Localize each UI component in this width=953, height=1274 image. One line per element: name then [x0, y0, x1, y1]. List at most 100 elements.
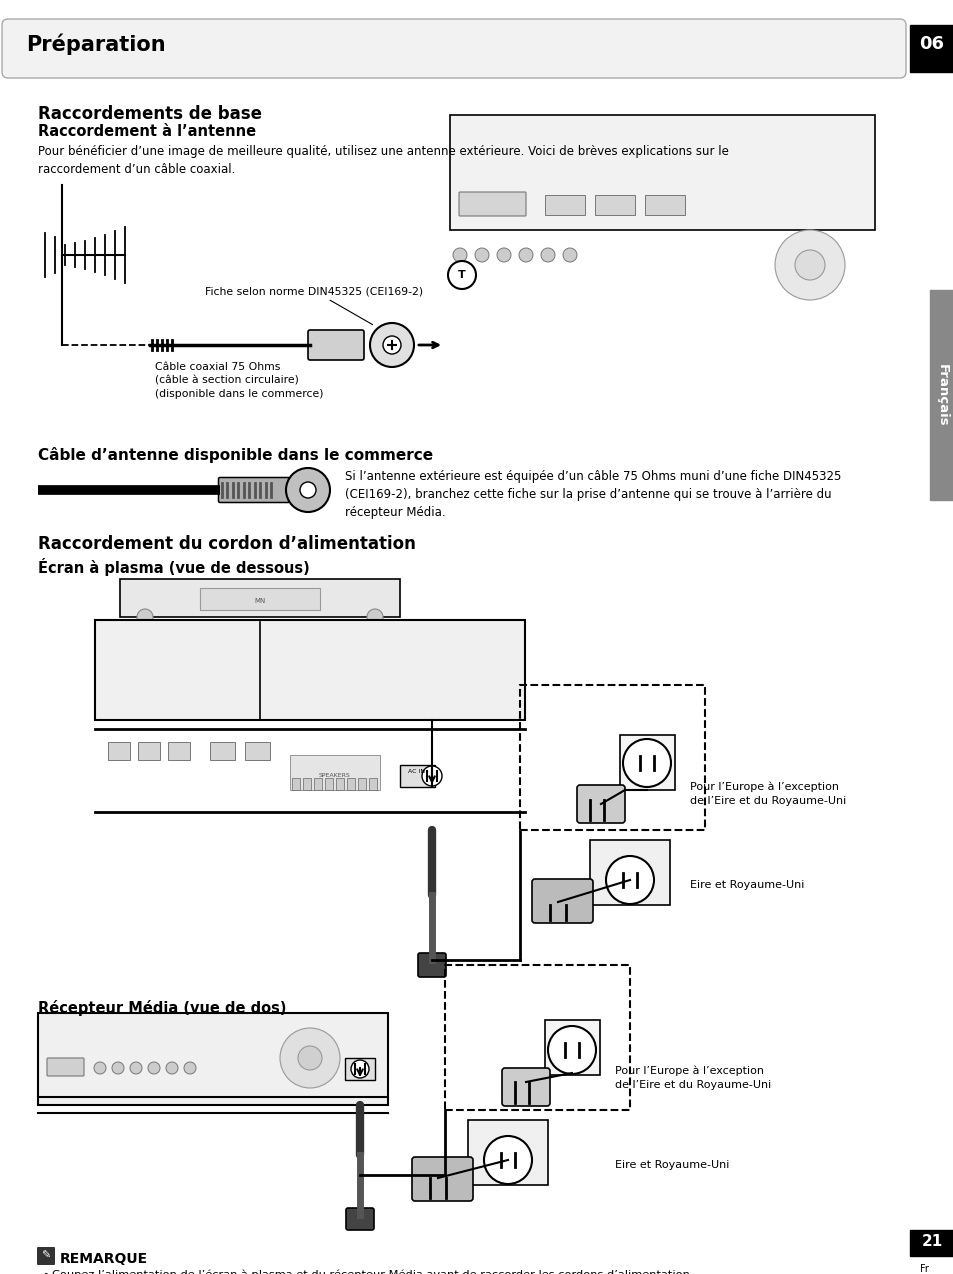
- Bar: [210, 741, 234, 761]
- Bar: [335, 778, 344, 790]
- Circle shape: [421, 766, 441, 786]
- Circle shape: [112, 1063, 124, 1074]
- FancyBboxPatch shape: [346, 1208, 374, 1229]
- Bar: [325, 778, 333, 790]
- Circle shape: [94, 1063, 106, 1074]
- FancyBboxPatch shape: [2, 19, 905, 78]
- Text: Coupez l’alimentation de l’écran à plasma et du récepteur Média avant de raccord: Coupez l’alimentation de l’écran à plasm…: [52, 1270, 693, 1274]
- FancyBboxPatch shape: [458, 192, 525, 217]
- Circle shape: [382, 336, 400, 354]
- Circle shape: [286, 468, 330, 512]
- Text: Préparation: Préparation: [26, 33, 166, 55]
- Bar: [347, 778, 355, 790]
- Bar: [138, 741, 160, 761]
- Bar: [369, 778, 376, 790]
- Text: •: •: [42, 1270, 49, 1274]
- Bar: [450, 115, 874, 231]
- Text: Récepteur Média (vue de dos): Récepteur Média (vue de dos): [38, 1000, 286, 1015]
- Bar: [909, 25, 953, 73]
- Bar: [468, 1120, 547, 1185]
- Text: Eire et Royaume-Uni: Eire et Royaume-Uni: [615, 1161, 729, 1170]
- Text: Écran à plasma (vue de dessous): Écran à plasma (vue de dessous): [38, 558, 310, 576]
- Bar: [929, 290, 953, 499]
- Bar: [200, 589, 319, 610]
- Circle shape: [540, 248, 555, 262]
- Circle shape: [280, 1028, 339, 1088]
- Text: MN: MN: [254, 598, 265, 604]
- FancyBboxPatch shape: [412, 1157, 473, 1201]
- Circle shape: [475, 248, 489, 262]
- Text: Français: Français: [935, 363, 947, 427]
- Circle shape: [184, 1063, 195, 1074]
- Circle shape: [166, 1063, 178, 1074]
- Bar: [245, 741, 270, 761]
- Circle shape: [547, 1026, 596, 1074]
- Circle shape: [148, 1063, 160, 1074]
- Text: 06: 06: [919, 34, 943, 54]
- Circle shape: [605, 856, 654, 905]
- Circle shape: [622, 739, 670, 787]
- Text: Câble coaxial 75 Ohms
(câble à section circulaire)
(disponible dans le commerce): Câble coaxial 75 Ohms (câble à section c…: [154, 362, 323, 399]
- Bar: [95, 620, 524, 720]
- Bar: [544, 195, 584, 215]
- Text: Pour l’Europe à l’exception
de l’Eire et du Royaume-Uni: Pour l’Europe à l’exception de l’Eire et…: [689, 782, 845, 806]
- FancyBboxPatch shape: [37, 1247, 55, 1265]
- Circle shape: [137, 609, 152, 626]
- FancyBboxPatch shape: [501, 1068, 550, 1106]
- Text: SPEAKERS: SPEAKERS: [319, 773, 351, 778]
- FancyBboxPatch shape: [417, 953, 446, 977]
- Bar: [38, 1013, 388, 1105]
- Bar: [290, 755, 379, 790]
- Text: Fr: Fr: [919, 1264, 928, 1274]
- Bar: [399, 764, 435, 787]
- Circle shape: [453, 248, 467, 262]
- FancyBboxPatch shape: [47, 1057, 84, 1077]
- Text: ✎: ✎: [41, 1251, 51, 1261]
- Text: Fiche selon norme DIN45325 (CEI169-2): Fiche selon norme DIN45325 (CEI169-2): [205, 285, 423, 325]
- Circle shape: [130, 1063, 142, 1074]
- Text: Pour bénéficier d’une image de meilleure qualité, utilisez une antenne extérieur: Pour bénéficier d’une image de meilleure…: [38, 145, 728, 176]
- Circle shape: [562, 248, 577, 262]
- Text: Si l’antenne extérieure est équipée d’un câble 75 Ohms muni d’une fiche DIN45325: Si l’antenne extérieure est équipée d’un…: [345, 470, 841, 519]
- Bar: [345, 1057, 375, 1080]
- Text: Raccordement du cordon d’alimentation: Raccordement du cordon d’alimentation: [38, 535, 416, 553]
- Bar: [120, 578, 399, 617]
- Circle shape: [370, 324, 414, 367]
- Text: T: T: [457, 270, 465, 280]
- Text: AC IN: AC IN: [408, 769, 425, 775]
- FancyBboxPatch shape: [308, 330, 364, 361]
- Text: 21: 21: [921, 1233, 942, 1249]
- Text: Pour l’Europe à l’exception
de l’Eire et du Royaume-Uni: Pour l’Europe à l’exception de l’Eire et…: [615, 1065, 770, 1089]
- Circle shape: [518, 248, 533, 262]
- Circle shape: [448, 261, 476, 289]
- Circle shape: [299, 482, 315, 498]
- Circle shape: [483, 1136, 532, 1184]
- FancyBboxPatch shape: [577, 785, 624, 823]
- Bar: [303, 778, 311, 790]
- Text: Câble d’antenne disponible dans le commerce: Câble d’antenne disponible dans le comme…: [38, 447, 433, 462]
- Bar: [909, 1229, 953, 1256]
- Bar: [589, 840, 669, 905]
- Bar: [108, 741, 130, 761]
- Circle shape: [351, 1060, 369, 1078]
- Bar: [544, 1020, 599, 1075]
- Bar: [444, 964, 629, 1110]
- FancyBboxPatch shape: [218, 478, 289, 502]
- Circle shape: [774, 231, 844, 299]
- Text: REMARQUE: REMARQUE: [60, 1252, 148, 1266]
- Bar: [619, 735, 675, 790]
- Bar: [644, 195, 684, 215]
- Text: Raccordements de base: Raccordements de base: [38, 104, 262, 124]
- Bar: [314, 778, 322, 790]
- Circle shape: [297, 1046, 322, 1070]
- Text: Raccordement à l’antenne: Raccordement à l’antenne: [38, 124, 255, 139]
- Bar: [292, 778, 299, 790]
- Bar: [595, 195, 635, 215]
- Circle shape: [497, 248, 511, 262]
- Text: Eire et Royaume-Uni: Eire et Royaume-Uni: [689, 880, 803, 891]
- Bar: [168, 741, 190, 761]
- Circle shape: [367, 609, 382, 626]
- Circle shape: [794, 250, 824, 280]
- Bar: [357, 778, 366, 790]
- Bar: [519, 685, 704, 829]
